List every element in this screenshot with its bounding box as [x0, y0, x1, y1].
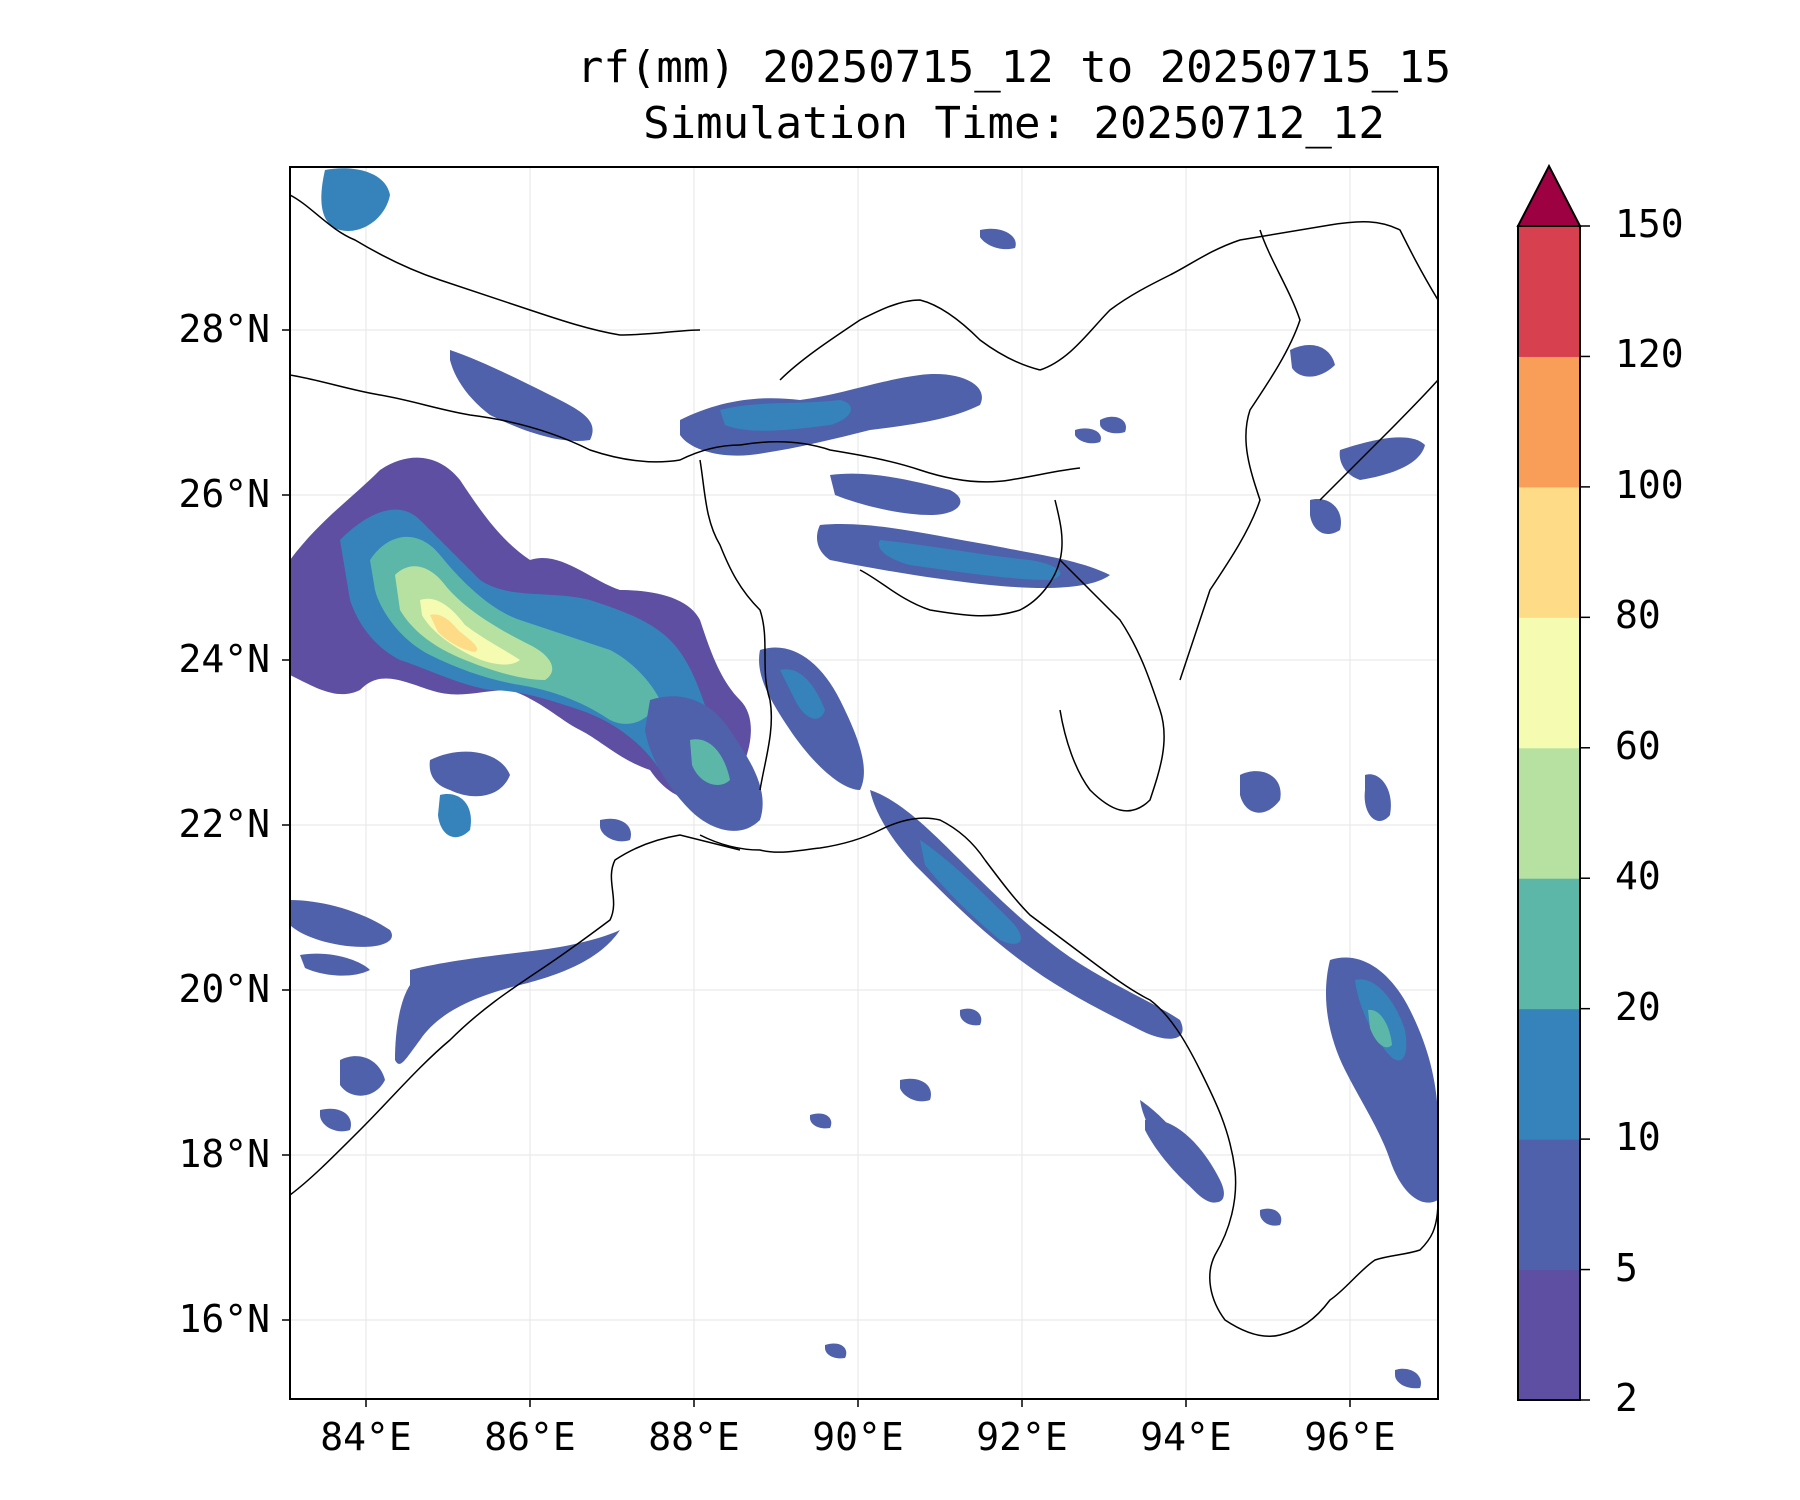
colorbar-bin	[1518, 1008, 1580, 1140]
colorbar-tick-label: 5	[1615, 1246, 1638, 1290]
colorbar-tick-label: 100	[1615, 463, 1684, 507]
rain-patch-east-north-3	[1310, 499, 1341, 535]
rain-band-arakan-10	[920, 840, 1021, 944]
rain-patch-scatter-7	[1395, 1368, 1421, 1389]
y-tick-label: 18°N	[178, 1132, 270, 1176]
colorbar-bin	[1518, 878, 1580, 1010]
rain-band-west-80	[430, 614, 478, 652]
coastline-myanmar	[984, 859, 1438, 1337]
rain-patch-east-mid-2	[1364, 774, 1391, 821]
y-tick-label: 24°N	[178, 637, 270, 681]
rain-patch-west-coast-1	[290, 900, 392, 947]
title-line-2: Simulation Time: 20250712_12	[643, 98, 1385, 149]
rain-band-north-1	[450, 350, 593, 441]
rain-patch-east-north	[1339, 437, 1425, 480]
rain-band-west-60	[420, 598, 520, 665]
rain-patch-central	[429, 751, 510, 797]
x-tick-label: 92°E	[976, 1415, 1068, 1459]
rain-band-west-40	[395, 566, 553, 680]
border-nepal-india	[290, 374, 741, 463]
y-tick-label: 20°N	[178, 967, 270, 1011]
y-tick-label: 22°N	[178, 802, 270, 846]
border-myanmar-north	[1179, 229, 1301, 681]
rain-patch-east-north-2	[1290, 345, 1335, 377]
rain-patch-west-small-2	[320, 1108, 351, 1132]
map-frame	[289, 166, 1439, 1400]
border-bangladesh-west	[699, 459, 773, 791]
colorbar-tick-label: 2	[1615, 1376, 1638, 1420]
x-tick-label: 88°E	[648, 1415, 740, 1459]
colorbar-frame	[1517, 225, 1581, 1401]
colorbar-bin	[1518, 617, 1580, 749]
y-tick-label: 16°N	[178, 1297, 270, 1341]
rain-patch-scatter-2	[1075, 428, 1101, 444]
rain-band-east	[1325, 957, 1438, 1203]
colorbar-tick-label: 20	[1615, 985, 1661, 1029]
colorbar-extend-arrow	[1516, 163, 1582, 227]
rain-band-north-4	[830, 473, 961, 515]
rain-patch-east-mid	[1240, 771, 1281, 813]
gridlines	[290, 167, 1438, 1399]
title-line-1: rf(mm) 20250715_12 to 20250715_15	[576, 42, 1452, 93]
x-tick-label: 84°E	[320, 1415, 412, 1459]
border-assam	[739, 440, 1081, 483]
colorbar-tick-label: 120	[1615, 332, 1684, 376]
rainfall-contours	[290, 168, 1438, 1389]
coastline-india-east	[290, 834, 741, 1196]
axis-ticks	[282, 329, 1351, 1407]
rain-patch-delta-20	[690, 739, 730, 785]
rain-patch-west-coast-2	[300, 953, 370, 976]
colorbar-tick-marks	[1580, 225, 1590, 1401]
colorbar-bin	[1518, 356, 1580, 488]
rain-patch-central-2	[438, 794, 471, 838]
rain-patch-scatter-5	[960, 1008, 982, 1026]
rain-patch-scatter-9	[1100, 416, 1126, 434]
x-tick-label: 86°E	[484, 1415, 576, 1459]
colorbar-bin	[1518, 226, 1580, 357]
colorbar-tick-label: 150	[1615, 202, 1684, 246]
rain-patch-west-small	[340, 1056, 385, 1096]
rain-patch-scatter-1	[980, 228, 1016, 250]
rain-patch-scatter-10	[600, 818, 631, 842]
rain-band-east-20	[1368, 1009, 1392, 1048]
rain-patch-scatter-4	[810, 1113, 832, 1129]
colorbar-bin	[1518, 1269, 1580, 1401]
colorbar-tick-label: 10	[1615, 1115, 1661, 1159]
colorbar-bin	[1518, 747, 1580, 879]
colorbar-bin	[1518, 1139, 1580, 1271]
colorbar-tick-label: 80	[1615, 593, 1661, 637]
colorbar-tick-label: 60	[1615, 724, 1661, 768]
rain-patch-myanmar-streak	[1140, 1100, 1220, 1203]
border-myanmar-east	[1319, 379, 1438, 501]
rain-band-meghalaya-10	[878, 540, 1061, 580]
rain-patch-bangladesh	[759, 647, 864, 790]
border-ne-india	[1039, 220, 1438, 371]
rain-patch-odisha	[395, 930, 620, 1064]
rain-band-arakan	[870, 790, 1183, 1039]
colorbar-bins	[1518, 226, 1580, 1401]
rain-patch-scatter-3	[900, 1078, 931, 1102]
rain-patch-nw-corner	[321, 168, 390, 231]
y-tick-label: 26°N	[178, 472, 270, 516]
y-tick-label: 28°N	[178, 307, 270, 351]
border-bhutan	[779, 299, 1041, 381]
rain-patch-scatter-6	[825, 1343, 847, 1359]
rain-patch-bangladesh-10	[780, 669, 825, 719]
coastline-bangladesh	[699, 817, 986, 861]
border-nepal-china	[290, 194, 701, 336]
rain-patch-scatter-8	[1260, 1208, 1282, 1226]
rain-band-north-3	[720, 400, 851, 431]
x-tick-label: 94°E	[1140, 1415, 1232, 1459]
border-myanmar-india	[1059, 559, 1165, 812]
coastlines-borders	[290, 194, 1438, 1337]
border-bangladesh-east	[859, 499, 1063, 617]
colorbar-tick-label: 40	[1615, 854, 1661, 898]
x-tick-label: 90°E	[812, 1415, 904, 1459]
x-tick-label: 96°E	[1304, 1415, 1396, 1459]
colorbar-bin	[1518, 486, 1580, 618]
